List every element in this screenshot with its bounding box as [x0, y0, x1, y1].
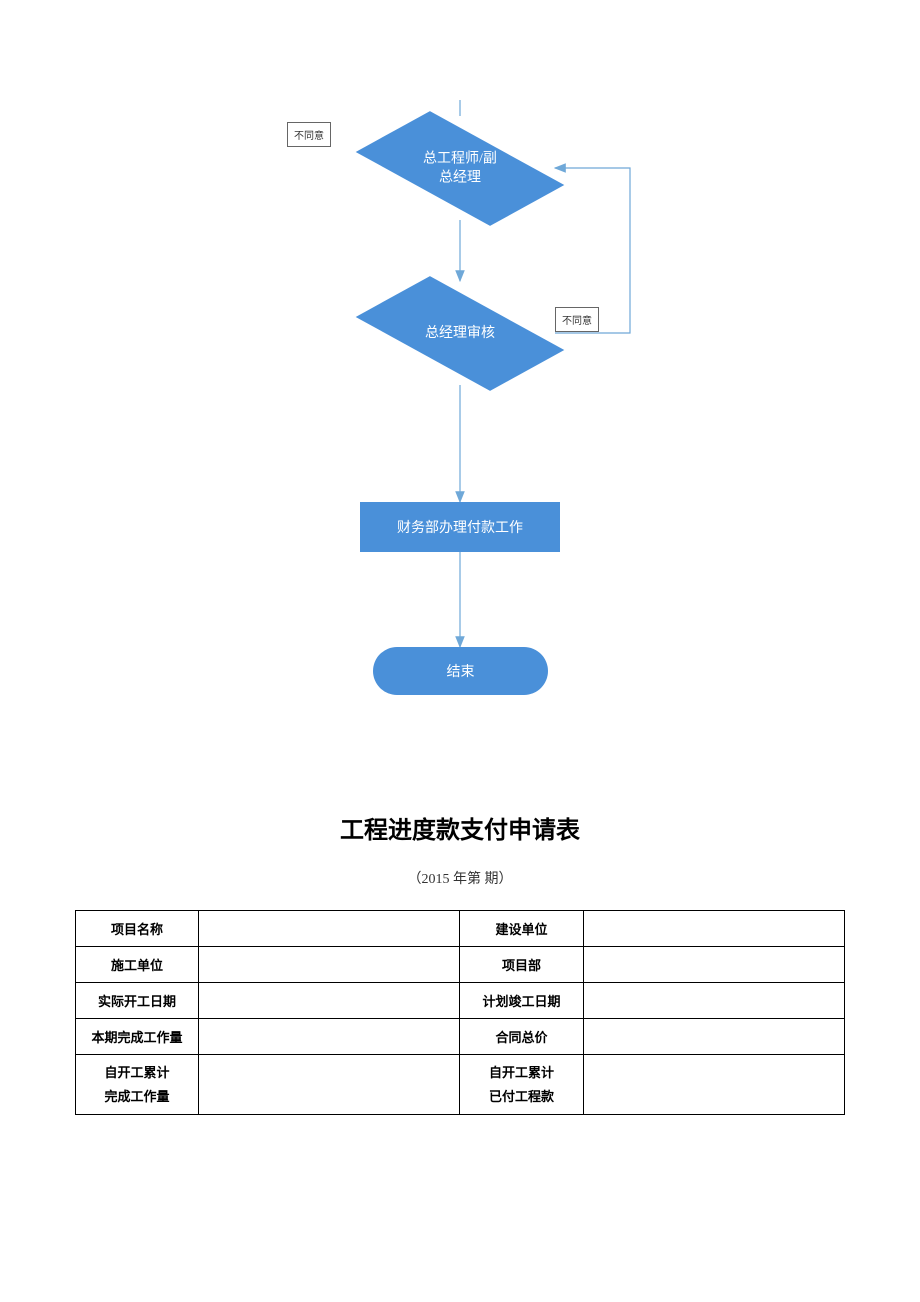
label-project-name: 项目名称 — [76, 911, 199, 947]
node-finance-process: 财务部办理付款工作 — [360, 502, 560, 552]
value-period-workload — [199, 1019, 460, 1055]
label-cum-workload: 自开工累计完成工作量 — [76, 1055, 199, 1115]
label-disagree-left-text: 不同意 — [294, 131, 324, 142]
value-project-name — [199, 911, 460, 947]
label-disagree-right-text: 不同意 — [562, 316, 592, 327]
value-project-dept — [583, 947, 844, 983]
form-title-block: 工程进度款支付申请表 — [0, 810, 920, 845]
form-title: 工程进度款支付申请表 — [0, 810, 920, 845]
value-cum-workload — [199, 1055, 460, 1115]
application-form-table: 项目名称 建设单位 施工单位 项目部 实际开工日期 计划竣工日期 本期完成工作量 — [75, 910, 845, 1115]
flowchart-region: 总工程师/副总经理 总经理审核 财务部办理付款工作 结束 不同意 不同意 — [0, 0, 920, 750]
value-plan-complete — [583, 983, 844, 1019]
form-body: 项目名称 建设单位 施工单位 项目部 实际开工日期 计划竣工日期 本期完成工作量 — [76, 911, 845, 1115]
label-disagree-right: 不同意 — [555, 307, 599, 332]
table-row: 本期完成工作量 合同总价 — [76, 1019, 845, 1055]
table-row: 施工单位 项目部 — [76, 947, 845, 983]
value-build-unit — [583, 911, 844, 947]
label-contract-total: 合同总价 — [460, 1019, 583, 1055]
value-cum-paid — [583, 1055, 844, 1115]
label-cum-paid: 自开工累计已付工程款 — [460, 1055, 583, 1115]
node-end-text: 结束 — [447, 661, 475, 681]
node-gm-review-text: 总经理审核 — [365, 324, 555, 344]
label-plan-complete: 计划竣工日期 — [460, 983, 583, 1019]
value-actual-start — [199, 983, 460, 1019]
table-row: 自开工累计完成工作量 自开工累计已付工程款 — [76, 1055, 845, 1115]
label-build-unit: 建设单位 — [460, 911, 583, 947]
value-contract-total — [583, 1019, 844, 1055]
value-construction-unit — [199, 947, 460, 983]
node-gm-review: 总经理审核 — [365, 281, 555, 386]
form-subtitle-block: （2015 年第 期） — [0, 868, 920, 888]
label-project-dept: 项目部 — [460, 947, 583, 983]
label-period-workload: 本期完成工作量 — [76, 1019, 199, 1055]
node-chief-engineer: 总工程师/副总经理 — [365, 116, 555, 221]
label-construction-unit: 施工单位 — [76, 947, 199, 983]
table-row: 项目名称 建设单位 — [76, 911, 845, 947]
node-end: 结束 — [373, 647, 548, 695]
table-row: 实际开工日期 计划竣工日期 — [76, 983, 845, 1019]
page-root: 总工程师/副总经理 总经理审核 财务部办理付款工作 结束 不同意 不同意 工程进… — [0, 0, 920, 1302]
node-chief-engineer-text: 总工程师/副总经理 — [365, 149, 555, 188]
form-subtitle: （2015 年第 期） — [0, 868, 920, 888]
label-actual-start: 实际开工日期 — [76, 983, 199, 1019]
label-disagree-left: 不同意 — [287, 122, 331, 147]
node-finance-process-text: 财务部办理付款工作 — [397, 517, 523, 537]
